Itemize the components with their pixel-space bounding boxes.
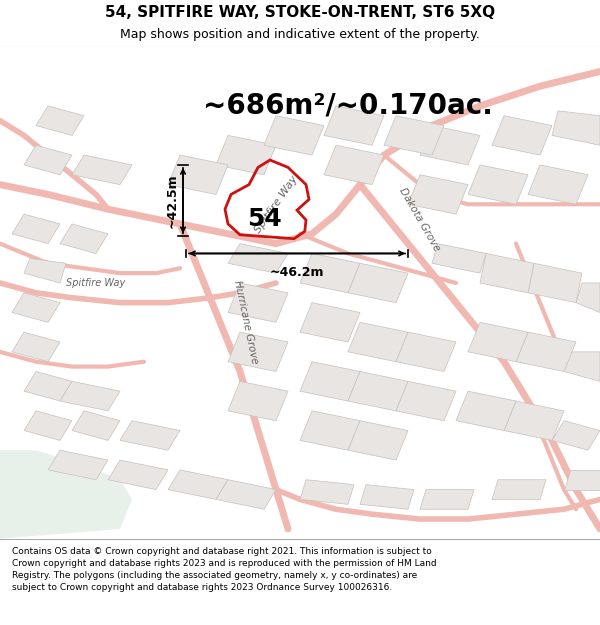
- Text: Dakota Grove: Dakota Grove: [398, 186, 442, 253]
- Polygon shape: [528, 263, 582, 302]
- Polygon shape: [432, 244, 486, 273]
- Polygon shape: [456, 391, 516, 431]
- Polygon shape: [516, 332, 576, 371]
- Polygon shape: [72, 411, 120, 441]
- Polygon shape: [216, 480, 276, 509]
- Text: ~686m²/~0.170ac.: ~686m²/~0.170ac.: [203, 92, 493, 120]
- Polygon shape: [492, 116, 552, 155]
- Polygon shape: [552, 111, 600, 145]
- Polygon shape: [228, 283, 288, 322]
- Polygon shape: [564, 352, 600, 381]
- Polygon shape: [468, 322, 528, 362]
- Polygon shape: [168, 470, 228, 499]
- Polygon shape: [72, 155, 132, 184]
- Text: Map shows position and indicative extent of the property.: Map shows position and indicative extent…: [120, 28, 480, 41]
- Polygon shape: [564, 470, 600, 489]
- Polygon shape: [24, 258, 66, 283]
- Polygon shape: [480, 254, 534, 292]
- Polygon shape: [108, 460, 168, 489]
- Polygon shape: [48, 450, 108, 480]
- Polygon shape: [396, 381, 456, 421]
- Polygon shape: [348, 322, 408, 362]
- Text: 54, SPITFIRE WAY, STOKE-ON-TRENT, ST6 5XQ: 54, SPITFIRE WAY, STOKE-ON-TRENT, ST6 5X…: [105, 4, 495, 19]
- Polygon shape: [24, 371, 72, 401]
- Polygon shape: [420, 126, 480, 165]
- Polygon shape: [216, 136, 276, 175]
- Polygon shape: [120, 421, 180, 450]
- Polygon shape: [168, 155, 228, 194]
- Polygon shape: [348, 263, 408, 302]
- Polygon shape: [408, 175, 468, 214]
- Polygon shape: [12, 214, 60, 244]
- Polygon shape: [228, 381, 288, 421]
- Polygon shape: [24, 145, 72, 175]
- Polygon shape: [420, 489, 474, 509]
- Polygon shape: [504, 401, 564, 441]
- Polygon shape: [348, 421, 408, 460]
- Polygon shape: [24, 411, 72, 441]
- Polygon shape: [36, 106, 84, 136]
- Text: Hurricane Grove: Hurricane Grove: [232, 279, 260, 365]
- Text: ~46.2m: ~46.2m: [270, 266, 324, 279]
- Polygon shape: [396, 332, 456, 371]
- Polygon shape: [228, 244, 288, 273]
- Polygon shape: [468, 165, 528, 204]
- Polygon shape: [552, 421, 600, 450]
- Polygon shape: [324, 106, 384, 145]
- Text: Spitfire Way: Spitfire Way: [67, 278, 125, 288]
- Polygon shape: [300, 362, 360, 401]
- Polygon shape: [300, 411, 360, 450]
- Polygon shape: [384, 116, 444, 155]
- Text: 54: 54: [247, 207, 281, 231]
- Polygon shape: [300, 302, 360, 342]
- Polygon shape: [360, 484, 414, 509]
- Text: Spitfire Way: Spitfire Way: [253, 174, 299, 235]
- Polygon shape: [60, 224, 108, 254]
- Polygon shape: [12, 332, 60, 362]
- Polygon shape: [348, 371, 408, 411]
- Polygon shape: [60, 381, 120, 411]
- Polygon shape: [300, 480, 354, 504]
- Polygon shape: [228, 332, 288, 371]
- Polygon shape: [300, 254, 360, 292]
- Polygon shape: [0, 450, 132, 539]
- Polygon shape: [264, 116, 324, 155]
- Polygon shape: [528, 165, 588, 204]
- Text: ~42.5m: ~42.5m: [166, 173, 179, 228]
- Text: Contains OS data © Crown copyright and database right 2021. This information is : Contains OS data © Crown copyright and d…: [12, 548, 437, 592]
- Polygon shape: [324, 145, 384, 184]
- Polygon shape: [492, 480, 546, 499]
- Polygon shape: [576, 283, 600, 312]
- Polygon shape: [12, 292, 60, 322]
